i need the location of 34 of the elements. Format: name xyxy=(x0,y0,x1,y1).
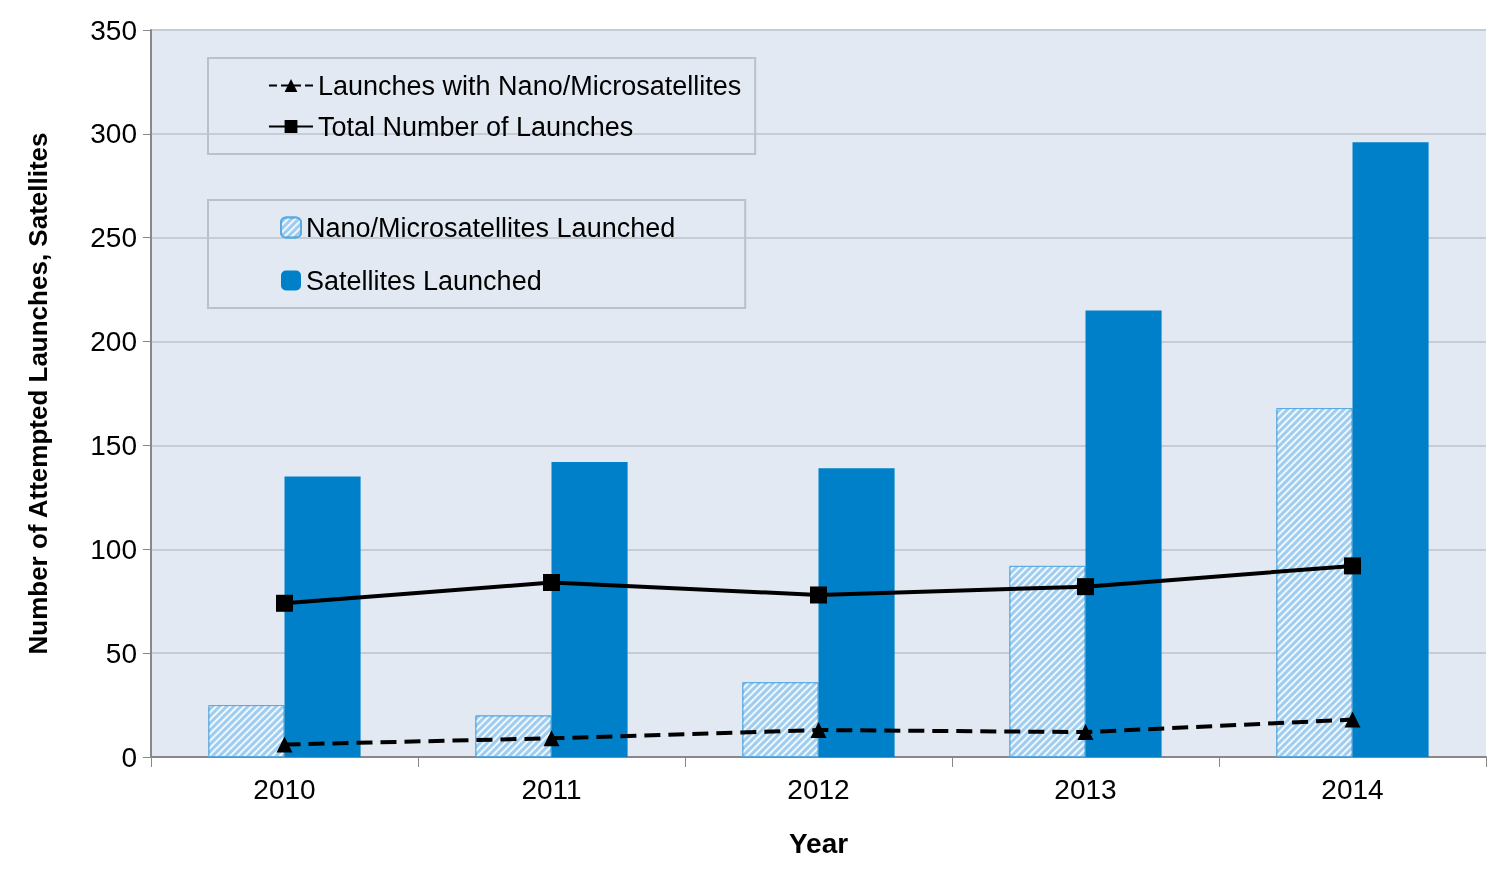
y-tick-label: 200 xyxy=(90,326,137,358)
x-tick-label: 2013 xyxy=(1054,773,1117,805)
y-tick-label: 300 xyxy=(90,118,137,150)
point xyxy=(810,722,827,738)
bar xyxy=(1085,310,1162,757)
legend-label: Launches with Nano/Microsatellites xyxy=(318,70,742,101)
x-tick-label: 2014 xyxy=(1321,773,1384,805)
legend-label: Total Number of Launches xyxy=(318,111,634,142)
legend-label: Satellites Launched xyxy=(306,265,542,296)
x-tick-label: 2012 xyxy=(787,773,850,805)
point xyxy=(1344,711,1361,728)
y-axis-title: Number of Attempted Launches, Satellites xyxy=(23,132,53,655)
bar xyxy=(1352,142,1429,757)
x-tick-label: 2010 xyxy=(253,773,316,805)
y-tick-label: 0 xyxy=(121,741,137,773)
bar xyxy=(551,462,628,757)
y-tick-label: 350 xyxy=(90,14,137,46)
y-tick-label: 100 xyxy=(90,533,137,565)
point xyxy=(1077,724,1094,741)
y-tick-label: 50 xyxy=(105,637,137,669)
bar xyxy=(818,468,895,757)
y-tick-label: 150 xyxy=(90,429,137,461)
x-tick-label: 2011 xyxy=(521,773,582,805)
point xyxy=(1344,557,1361,575)
point xyxy=(276,594,293,612)
point xyxy=(1077,578,1094,596)
y-tick-label: 250 xyxy=(90,222,137,254)
point xyxy=(543,730,560,747)
point xyxy=(276,736,293,753)
point xyxy=(543,574,560,592)
bar xyxy=(284,476,361,757)
x-axis-title: Year xyxy=(788,827,849,859)
point xyxy=(810,586,827,604)
legend-label: Nano/Microsatellites Launched xyxy=(306,212,676,243)
